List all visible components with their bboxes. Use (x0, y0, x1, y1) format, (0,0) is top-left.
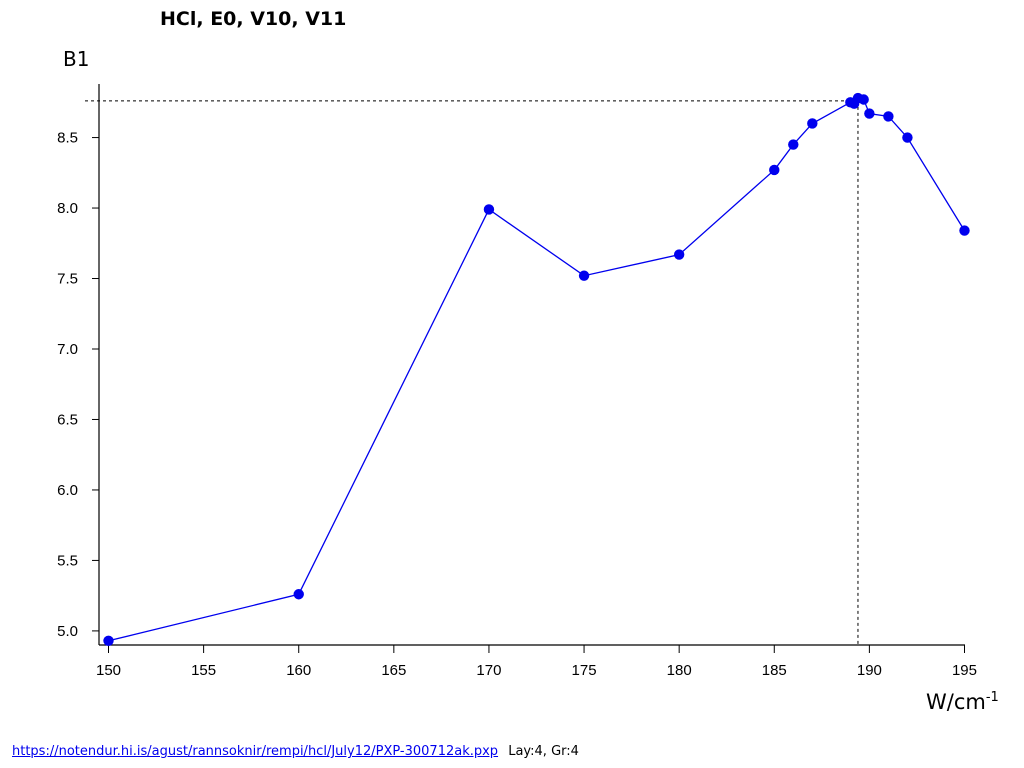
y-tick-label: 8.5 (57, 130, 78, 147)
x-tick-label: 160 (286, 662, 311, 679)
x-tick-label: 165 (381, 662, 406, 679)
y-tick-label: 8.0 (57, 200, 78, 217)
y-tick-label: 6.5 (57, 411, 78, 428)
y-axis-label: B1 (63, 47, 90, 71)
x-axis-label-superscript: -1 (985, 690, 999, 705)
reference-lines (85, 100, 859, 645)
data-point (858, 94, 869, 105)
layout-info: Lay:4, Gr:4 (508, 744, 579, 759)
y-tick-label: 7.5 (57, 271, 78, 288)
x-tick-label: 155 (191, 662, 216, 679)
y-tick-label: 7.0 (57, 341, 78, 358)
data-point (902, 132, 913, 143)
x-tick-label: 185 (762, 662, 787, 679)
y-tick-label: 5.5 (57, 552, 78, 569)
x-tick-label: 175 (572, 662, 597, 679)
data-point (578, 270, 590, 281)
plot-area (103, 92, 970, 646)
ticks: 150 155 160 165 170 175 180 185 190 195 5.0 5.5 6.0 6… (57, 130, 977, 679)
chart-title: HCl, E0, V10, V11 (160, 8, 347, 30)
x-tick-label: 195 (952, 662, 977, 679)
x-axis-label: W/cm-1 (926, 690, 999, 714)
data-point (883, 111, 894, 122)
x-tick-label: 180 (667, 662, 692, 679)
data-point (769, 164, 780, 176)
source-file-link[interactable]: https://notendur.hi.is/agust/rannsoknir/… (12, 744, 499, 759)
series-line (108, 97, 966, 642)
data-point (103, 635, 114, 646)
y-tick-label: 5.0 (57, 623, 78, 640)
data-point (483, 204, 495, 215)
y-tick-label: 6.0 (57, 482, 78, 499)
data-point (807, 118, 818, 129)
x-axis-label-base: W/cm (926, 690, 986, 714)
x-tick-label: 150 (96, 662, 121, 679)
data-point (864, 108, 875, 119)
axes (98, 84, 965, 646)
x-tick-label: 190 (857, 662, 882, 679)
x-tick-label: 170 (476, 662, 501, 679)
line-chart: 150 155 160 165 170 175 180 185 190 195 5.0 5.5 6.0 6… (57, 84, 977, 679)
data-point (788, 139, 799, 150)
data-point (959, 225, 970, 236)
footer: https://notendur.hi.is/agust/rannsoknir/… (12, 744, 579, 759)
data-point (673, 249, 685, 260)
data-point (293, 589, 304, 600)
